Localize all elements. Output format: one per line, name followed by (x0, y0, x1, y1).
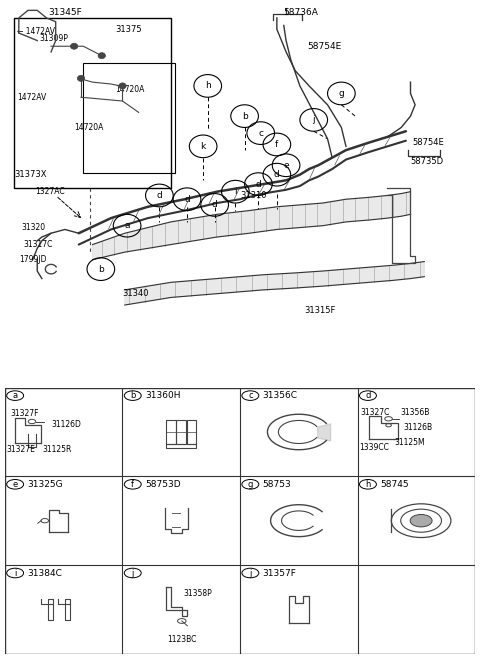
Bar (14, 18, 171, 188)
Text: 31126B: 31126B (404, 423, 433, 432)
Polygon shape (125, 261, 424, 305)
Text: d: d (365, 391, 371, 400)
Circle shape (410, 514, 432, 527)
Circle shape (71, 43, 78, 49)
Text: b: b (98, 265, 104, 273)
Text: 31357F: 31357F (263, 568, 297, 578)
Text: 1799JD: 1799JD (19, 255, 46, 264)
Text: i: i (14, 568, 16, 578)
Text: 58735D: 58735D (410, 157, 444, 166)
Text: d: d (255, 179, 261, 189)
Text: 58745: 58745 (380, 480, 409, 489)
Text: 14720A: 14720A (74, 123, 104, 132)
Text: ← 1472AV: ← 1472AV (16, 27, 55, 35)
Circle shape (77, 76, 84, 81)
Text: b: b (130, 391, 135, 400)
Text: f: f (131, 480, 134, 489)
Text: 58753D: 58753D (145, 480, 180, 489)
Bar (84, 63, 176, 173)
Text: 31327E: 31327E (7, 445, 36, 454)
Text: g: g (248, 480, 253, 489)
Text: 1327AC: 1327AC (35, 187, 65, 196)
Text: 1339CC: 1339CC (360, 443, 389, 453)
Text: c: c (248, 391, 252, 400)
Text: 31375: 31375 (116, 25, 142, 34)
Text: 31384C: 31384C (27, 568, 62, 578)
Text: f: f (275, 140, 278, 149)
Text: 31373X: 31373X (14, 170, 47, 179)
Text: 31327F: 31327F (11, 409, 39, 418)
Text: d: d (274, 170, 280, 179)
Text: 31309P: 31309P (39, 34, 69, 43)
Text: 31325G: 31325G (27, 480, 63, 489)
Text: 58754E: 58754E (413, 138, 444, 147)
Text: 31125R: 31125R (42, 445, 72, 454)
Text: b: b (242, 112, 248, 121)
Polygon shape (93, 192, 410, 260)
Text: 58736A: 58736A (284, 8, 319, 16)
Circle shape (119, 83, 126, 89)
Text: 1123BC: 1123BC (167, 635, 196, 644)
Text: g: g (338, 89, 344, 98)
Text: 31358P: 31358P (183, 589, 212, 598)
Text: 31356C: 31356C (263, 391, 298, 400)
Text: 31356B: 31356B (400, 409, 429, 417)
Text: 31317C: 31317C (24, 240, 53, 249)
Circle shape (98, 53, 106, 58)
Bar (166, 420, 176, 444)
Text: 31126D: 31126D (52, 420, 82, 430)
Text: 31327C: 31327C (360, 409, 389, 417)
Text: h: h (205, 81, 211, 91)
Text: a: a (124, 221, 130, 230)
Text: 31315F: 31315F (304, 306, 336, 315)
Text: 58753: 58753 (263, 480, 291, 489)
Text: d: d (184, 194, 190, 204)
Text: 31125M: 31125M (394, 438, 425, 447)
Bar (187, 420, 196, 444)
Text: c: c (258, 129, 263, 137)
Text: 58754E: 58754E (307, 42, 341, 51)
Text: j: j (132, 568, 134, 578)
Text: j: j (312, 116, 315, 124)
Text: d: d (156, 191, 162, 200)
Text: 14720A: 14720A (116, 85, 145, 94)
Text: 31310: 31310 (240, 191, 266, 200)
Text: k: k (201, 142, 206, 151)
Text: 31345F: 31345F (49, 8, 83, 16)
Text: i: i (234, 187, 237, 196)
Text: h: h (365, 480, 371, 489)
Text: 1472AV: 1472AV (17, 93, 47, 102)
Bar (177, 420, 186, 444)
Text: 31320: 31320 (21, 223, 45, 232)
Text: a: a (12, 391, 18, 400)
Text: 31340: 31340 (122, 289, 149, 298)
Text: j: j (249, 568, 252, 578)
Text: 31360H: 31360H (145, 391, 180, 400)
Text: e: e (12, 480, 18, 489)
Bar (166, 444, 196, 447)
Text: d: d (212, 200, 217, 210)
Text: e: e (283, 161, 289, 170)
